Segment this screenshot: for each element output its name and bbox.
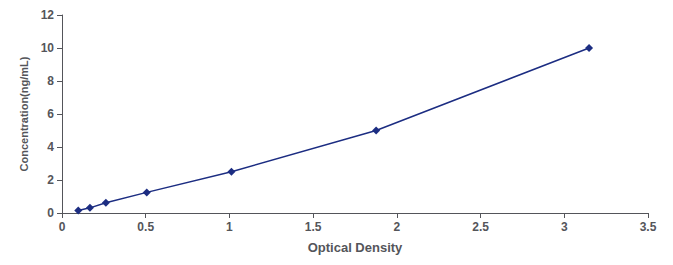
svg-text:0: 0 bbox=[47, 206, 54, 220]
svg-text:1.5: 1.5 bbox=[305, 220, 322, 234]
svg-text:2: 2 bbox=[47, 173, 54, 187]
svg-text:4: 4 bbox=[47, 140, 54, 154]
svg-text:Optical Density: Optical Density bbox=[308, 240, 403, 255]
svg-text:10: 10 bbox=[41, 41, 55, 55]
svg-text:8: 8 bbox=[47, 74, 54, 88]
svg-text:1: 1 bbox=[226, 220, 233, 234]
svg-text:3: 3 bbox=[561, 220, 568, 234]
svg-text:0.5: 0.5 bbox=[137, 220, 154, 234]
svg-text:12: 12 bbox=[41, 8, 55, 22]
svg-text:3.5: 3.5 bbox=[640, 220, 657, 234]
svg-text:6: 6 bbox=[47, 107, 54, 121]
svg-text:Concentration(ng/mL): Concentration(ng/mL) bbox=[18, 56, 30, 171]
svg-text:0: 0 bbox=[59, 220, 66, 234]
svg-text:2: 2 bbox=[394, 220, 401, 234]
svg-text:2.5: 2.5 bbox=[472, 220, 489, 234]
